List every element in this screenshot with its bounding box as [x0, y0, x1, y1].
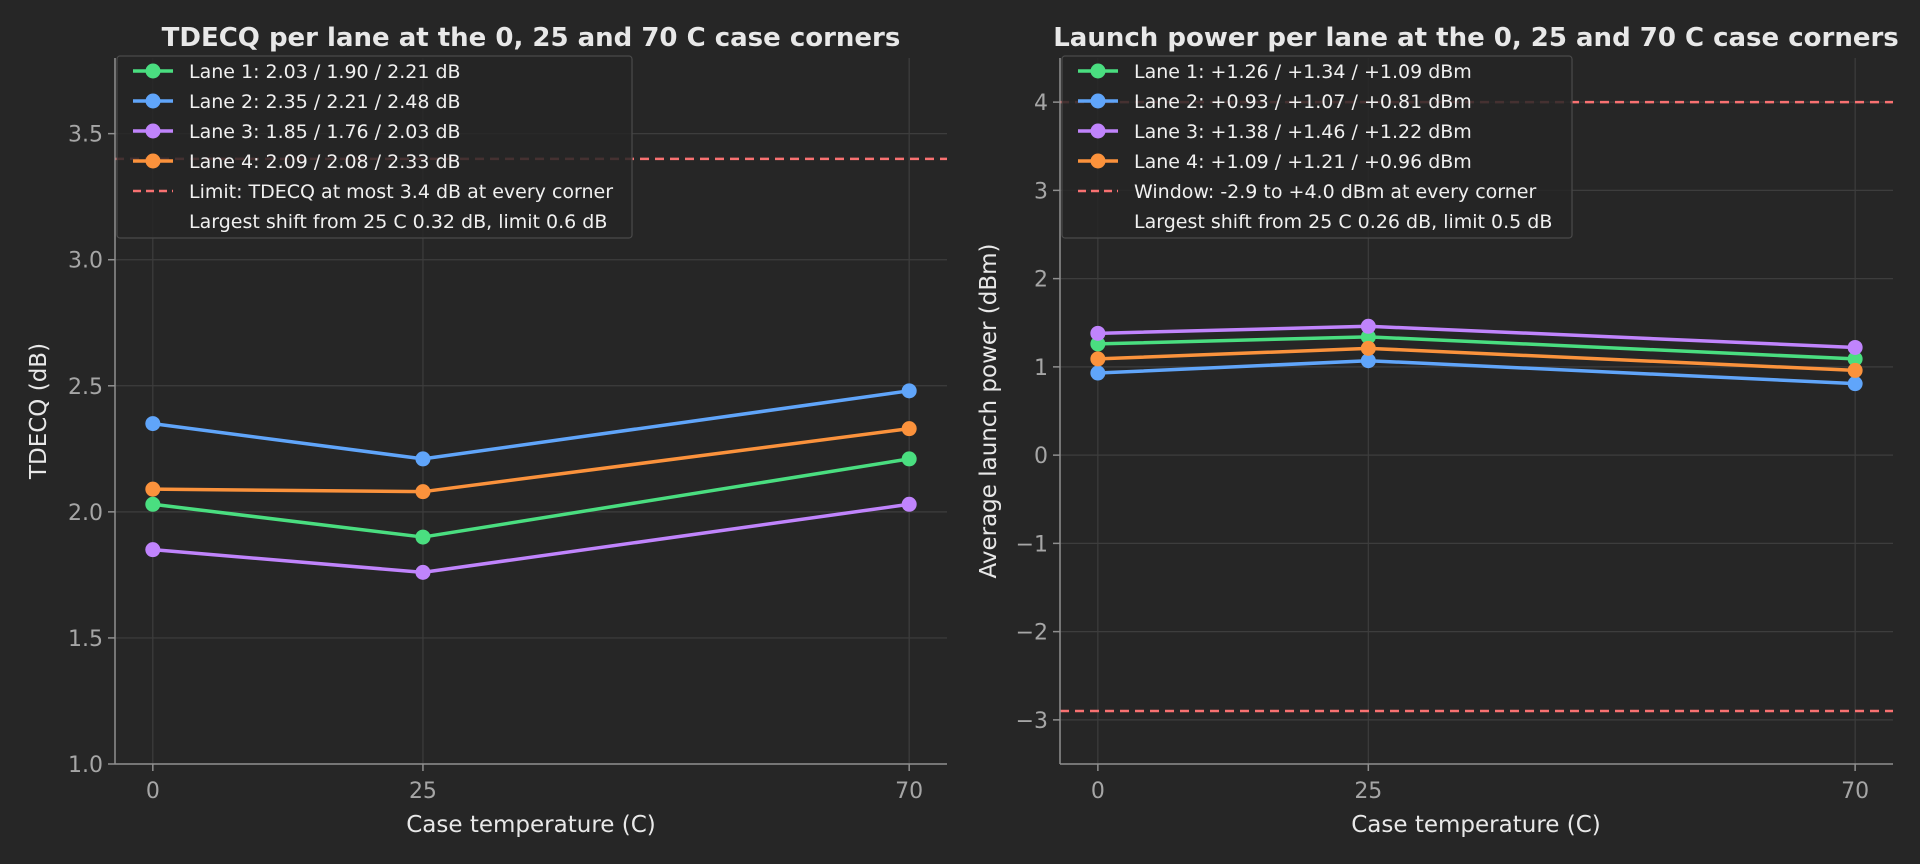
data-point	[145, 542, 161, 558]
legend-swatch-marker	[1090, 63, 1106, 79]
legend-entry: Lane 2: 2.35 / 2.21 / 2.48 dB	[189, 91, 461, 113]
y-tick-label: −3	[1016, 709, 1048, 734]
data-point	[1090, 351, 1106, 367]
x-axis-label: Case temperature (C)	[406, 812, 656, 838]
y-tick-label: 0	[1034, 444, 1048, 469]
data-point	[1090, 336, 1106, 352]
x-tick-label: 70	[895, 779, 923, 804]
legend-note: Largest shift from 25 C 0.32 dB, limit 0…	[189, 211, 607, 233]
legend-swatch-marker	[145, 153, 161, 169]
legend-swatch-marker	[1090, 153, 1106, 169]
legend: Lane 1: +1.26 / +1.34 / +1.09 dBm Lane 2:…	[1061, 55, 1573, 239]
y-axis-label: TDECQ (dB)	[26, 343, 52, 480]
legend-entry: Lane 4: +1.09 / +1.21 / +0.96 dBm	[1134, 151, 1472, 173]
axes: 0 25 70 1.0 1.5 2.0 2.5 3.0 3.5	[68, 58, 947, 804]
x-tick-label: 25	[409, 779, 437, 804]
data-point	[145, 496, 161, 512]
y-tick-label: 1.5	[68, 627, 103, 652]
series	[1090, 318, 1863, 392]
legend-swatch-marker	[1090, 93, 1106, 109]
data-point	[901, 383, 917, 399]
legend-limit-entry: Limit: TDECQ at most 3.4 dB at every cor…	[189, 181, 613, 203]
legend-limit-entry: Window: -2.9 to +4.0 dBm at every corner	[1134, 181, 1536, 203]
data-point	[1360, 353, 1376, 369]
legend-entry: Lane 1: 2.03 / 1.90 / 2.21 dB	[189, 61, 461, 83]
legend-entry: Lane 1: +1.26 / +1.34 / +1.09 dBm	[1134, 61, 1472, 83]
legend-box	[1061, 55, 1573, 239]
data-point	[1847, 339, 1863, 355]
y-tick-label: 2	[1034, 268, 1048, 293]
data-point	[1090, 325, 1106, 341]
chart-title: Launch power per lane at the 0, 25 and 7…	[1053, 23, 1899, 53]
x-tick-label: 70	[1841, 779, 1869, 804]
y-tick-label: 1.0	[68, 753, 103, 778]
legend-swatch-marker	[145, 63, 161, 79]
legend-entry: Lane 2: +0.93 / +1.07 / +0.81 dBm	[1134, 91, 1472, 113]
data-point	[415, 529, 431, 545]
y-tick-label: 2.0	[68, 501, 103, 526]
legend-entry: Lane 4: 2.09 / 2.08 / 2.33 dB	[189, 151, 461, 173]
y-tick-label: 4	[1034, 91, 1048, 116]
data-point	[1847, 376, 1863, 392]
data-point	[1847, 362, 1863, 378]
y-tick-label: 3.0	[68, 249, 103, 274]
data-point	[901, 451, 917, 467]
legend-swatch-marker	[1090, 123, 1106, 139]
legend-entry: Lane 3: +1.38 / +1.46 / +1.22 dBm	[1134, 121, 1472, 143]
data-point	[415, 564, 431, 580]
y-tick-label: 3	[1034, 179, 1048, 204]
data-point	[1360, 318, 1376, 334]
data-point	[145, 416, 161, 432]
launch-power-chart: Launch power per lane at the 0, 25 and 7…	[976, 23, 1899, 838]
chart-title: TDECQ per lane at the 0, 25 and 70 C cas…	[162, 23, 901, 53]
data-point	[1360, 329, 1376, 345]
data-point	[1847, 351, 1863, 367]
x-tick-label: 0	[1091, 779, 1105, 804]
x-tick-label: 25	[1354, 779, 1382, 804]
data-point	[1090, 365, 1106, 381]
data-point	[415, 484, 431, 500]
tdecq-chart: TDECQ per lane at the 0, 25 and 70 C cas…	[26, 23, 947, 838]
data-point	[901, 496, 917, 512]
y-tick-label: −1	[1016, 532, 1048, 557]
legend: Lane 1: 2.03 / 1.90 / 2.21 dB Lane 2: 2.3…	[116, 55, 633, 239]
legend-swatch-marker	[145, 123, 161, 139]
series	[145, 383, 917, 580]
data-point	[1360, 340, 1376, 356]
x-tick-label: 0	[146, 779, 160, 804]
y-tick-label: 2.5	[68, 375, 103, 400]
legend-box	[116, 55, 633, 239]
y-axis-label: Average launch power (dBm)	[976, 243, 1002, 578]
y-tick-label: 3.5	[68, 123, 103, 148]
data-point	[901, 421, 917, 437]
data-point	[415, 451, 431, 467]
legend-note: Largest shift from 25 C 0.26 dB, limit 0…	[1134, 211, 1552, 233]
x-axis-label: Case temperature (C)	[1351, 812, 1601, 838]
data-point	[145, 481, 161, 497]
y-tick-label: −2	[1016, 621, 1048, 646]
legend-entry: Lane 3: 1.85 / 1.76 / 2.03 dB	[189, 121, 461, 143]
legend-swatch-marker	[145, 93, 161, 109]
y-tick-label: 1	[1034, 356, 1048, 381]
axes: 0 25 70 −3 −2 −1 0 1 2 3 4	[1016, 58, 1893, 804]
